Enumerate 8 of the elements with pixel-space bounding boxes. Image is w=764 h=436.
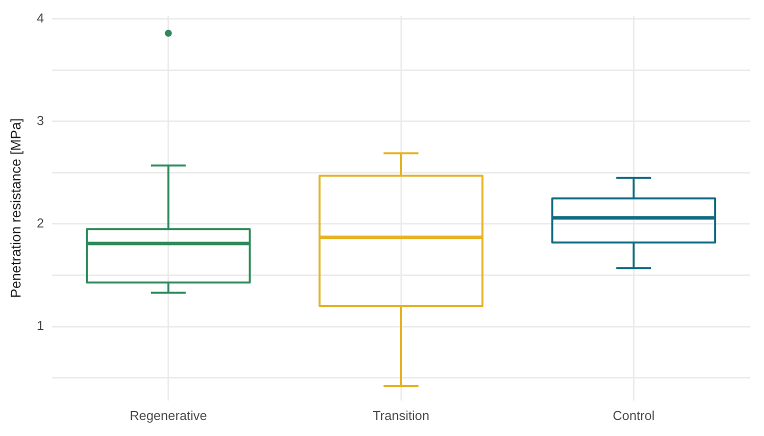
y-tick-label: 1 [36,318,44,334]
y-tick-label: 3 [36,113,44,128]
x-tick-label: Control [612,408,655,423]
y-tick-label: 2 [36,216,44,231]
y-axis-title: Penetration resistance [MPa] [7,118,24,298]
y-tick-label: 4 [36,10,44,26]
x-tick-label: Transition [372,408,430,423]
x-tick-label: Regenerative [130,408,208,423]
